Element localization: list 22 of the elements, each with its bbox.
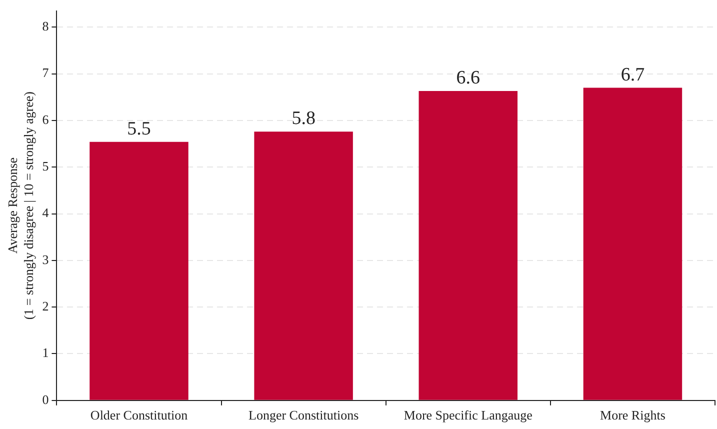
x-tick-label: Longer Constitutions [248,408,359,423]
y-tick-label: 8 [42,18,49,34]
bar [90,142,188,400]
data-label: 5.8 [292,108,316,130]
data-label: 5.5 [127,118,151,140]
y-axis-title: Average Response (1 = strongly disagree | 10 = strongly agree) [5,92,36,320]
data-label: 6.6 [456,68,480,89]
y-tick-label: 5 [42,158,49,174]
bar [254,132,353,400]
y-tick-label: 0 [42,392,49,407]
bar [583,88,682,400]
x-tick-label: More Rights [600,408,666,423]
y-tick-label: 3 [42,252,49,267]
x-tick-label: Older Constitution [90,408,188,423]
y-tick-label: 6 [42,112,50,127]
x-tick-label: More Specific Langauge [404,408,533,423]
y-tick-label: 4 [42,205,50,220]
y-tick-label: 1 [42,345,49,360]
data-label: 6.7 [620,64,645,86]
y-tick-label: 2 [42,298,49,314]
y-tick-label: 7 [42,65,50,80]
bar [418,91,518,400]
